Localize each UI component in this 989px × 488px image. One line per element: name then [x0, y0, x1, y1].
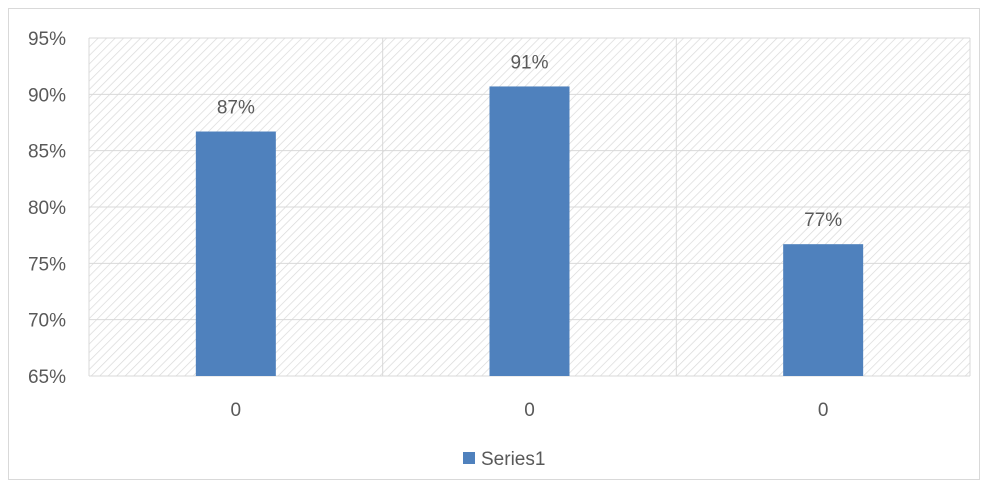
x-axis-tick-labels: 0 0 0 — [231, 400, 829, 421]
y-tick-label: 80% — [28, 198, 66, 219]
data-label: 91% — [510, 52, 548, 73]
y-tick-label: 90% — [28, 85, 66, 106]
y-tick-label: 75% — [28, 254, 66, 275]
data-labels: 87% 91% 77% — [217, 52, 842, 231]
y-tick-label: 65% — [28, 367, 66, 388]
x-tick-label: 0 — [818, 400, 829, 421]
legend-label-series1: Series1 — [481, 449, 545, 470]
data-label: 77% — [804, 210, 842, 231]
y-tick-label: 85% — [28, 142, 66, 163]
data-label: 87% — [217, 98, 255, 119]
x-tick-label: 0 — [231, 400, 242, 421]
x-tick-label: 0 — [524, 400, 535, 421]
y-axis-tick-labels: 65% 70% 75% 80% 85% 90% 95% — [28, 29, 66, 388]
bar — [195, 131, 276, 376]
y-tick-label: 70% — [28, 311, 66, 332]
legend-swatch-series1 — [463, 452, 475, 464]
y-tick-label: 95% — [28, 29, 66, 50]
legend: Series1 — [463, 449, 545, 470]
bar — [489, 86, 570, 377]
bars — [195, 86, 864, 377]
bar — [783, 244, 864, 376]
